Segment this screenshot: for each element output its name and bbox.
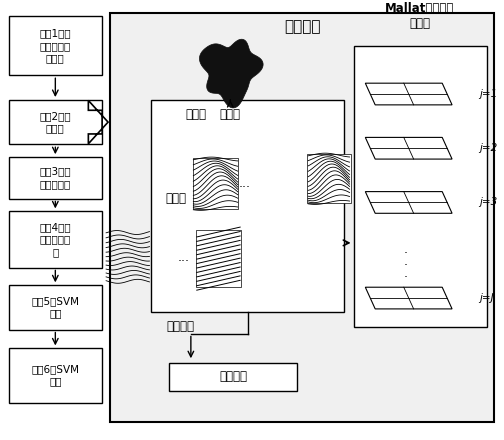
Text: 步骤2：指
波变换: 步骤2：指 波变换 bbox=[39, 111, 71, 133]
Bar bbox=[9, 211, 102, 268]
Bar bbox=[193, 158, 238, 209]
Bar bbox=[9, 157, 102, 198]
Bar bbox=[307, 154, 351, 203]
Text: 步骤1：采
集真、假指
纹图像: 步骤1：采 集真、假指 纹图像 bbox=[39, 28, 71, 63]
Text: ...: ... bbox=[239, 177, 251, 190]
Text: 直线块: 直线块 bbox=[166, 192, 186, 205]
Text: ...: ... bbox=[178, 251, 190, 264]
Polygon shape bbox=[365, 287, 452, 309]
Bar bbox=[169, 363, 297, 391]
Text: 指波变换: 指波变换 bbox=[284, 19, 321, 34]
Text: 步骤5：SVM
训练: 步骤5：SVM 训练 bbox=[31, 296, 79, 319]
Bar bbox=[110, 13, 494, 422]
Polygon shape bbox=[200, 39, 263, 108]
Bar bbox=[196, 230, 241, 287]
Polygon shape bbox=[365, 83, 452, 105]
Text: 脊波变换: 脊波变换 bbox=[166, 320, 194, 333]
Text: 步骤6：SVM
分类: 步骤6：SVM 分类 bbox=[31, 364, 79, 387]
Text: 曲线块: 曲线块 bbox=[185, 108, 206, 121]
Bar bbox=[353, 46, 486, 326]
Text: 块分割: 块分割 bbox=[220, 108, 241, 121]
Bar bbox=[9, 348, 102, 403]
Text: j=J: j=J bbox=[479, 293, 493, 303]
Text: .
.
.: . . . bbox=[403, 242, 407, 279]
Bar bbox=[9, 16, 102, 75]
Polygon shape bbox=[88, 100, 108, 144]
Bar bbox=[151, 100, 344, 312]
Text: 指波系数: 指波系数 bbox=[219, 370, 247, 383]
Polygon shape bbox=[365, 137, 452, 159]
Text: j=3: j=3 bbox=[479, 198, 497, 207]
Text: j=1: j=1 bbox=[479, 89, 497, 99]
Text: 步骤4：特
征向量归一
化: 步骤4：特 征向量归一 化 bbox=[39, 222, 71, 257]
Bar bbox=[9, 285, 102, 330]
Polygon shape bbox=[365, 191, 452, 213]
Bar bbox=[9, 100, 102, 144]
Text: j=2: j=2 bbox=[479, 143, 497, 153]
Text: 步骤3：提
取特征向量: 步骤3：提 取特征向量 bbox=[39, 167, 71, 189]
Text: Mallat分解和空
间分割: Mallat分解和空 间分割 bbox=[386, 2, 455, 30]
